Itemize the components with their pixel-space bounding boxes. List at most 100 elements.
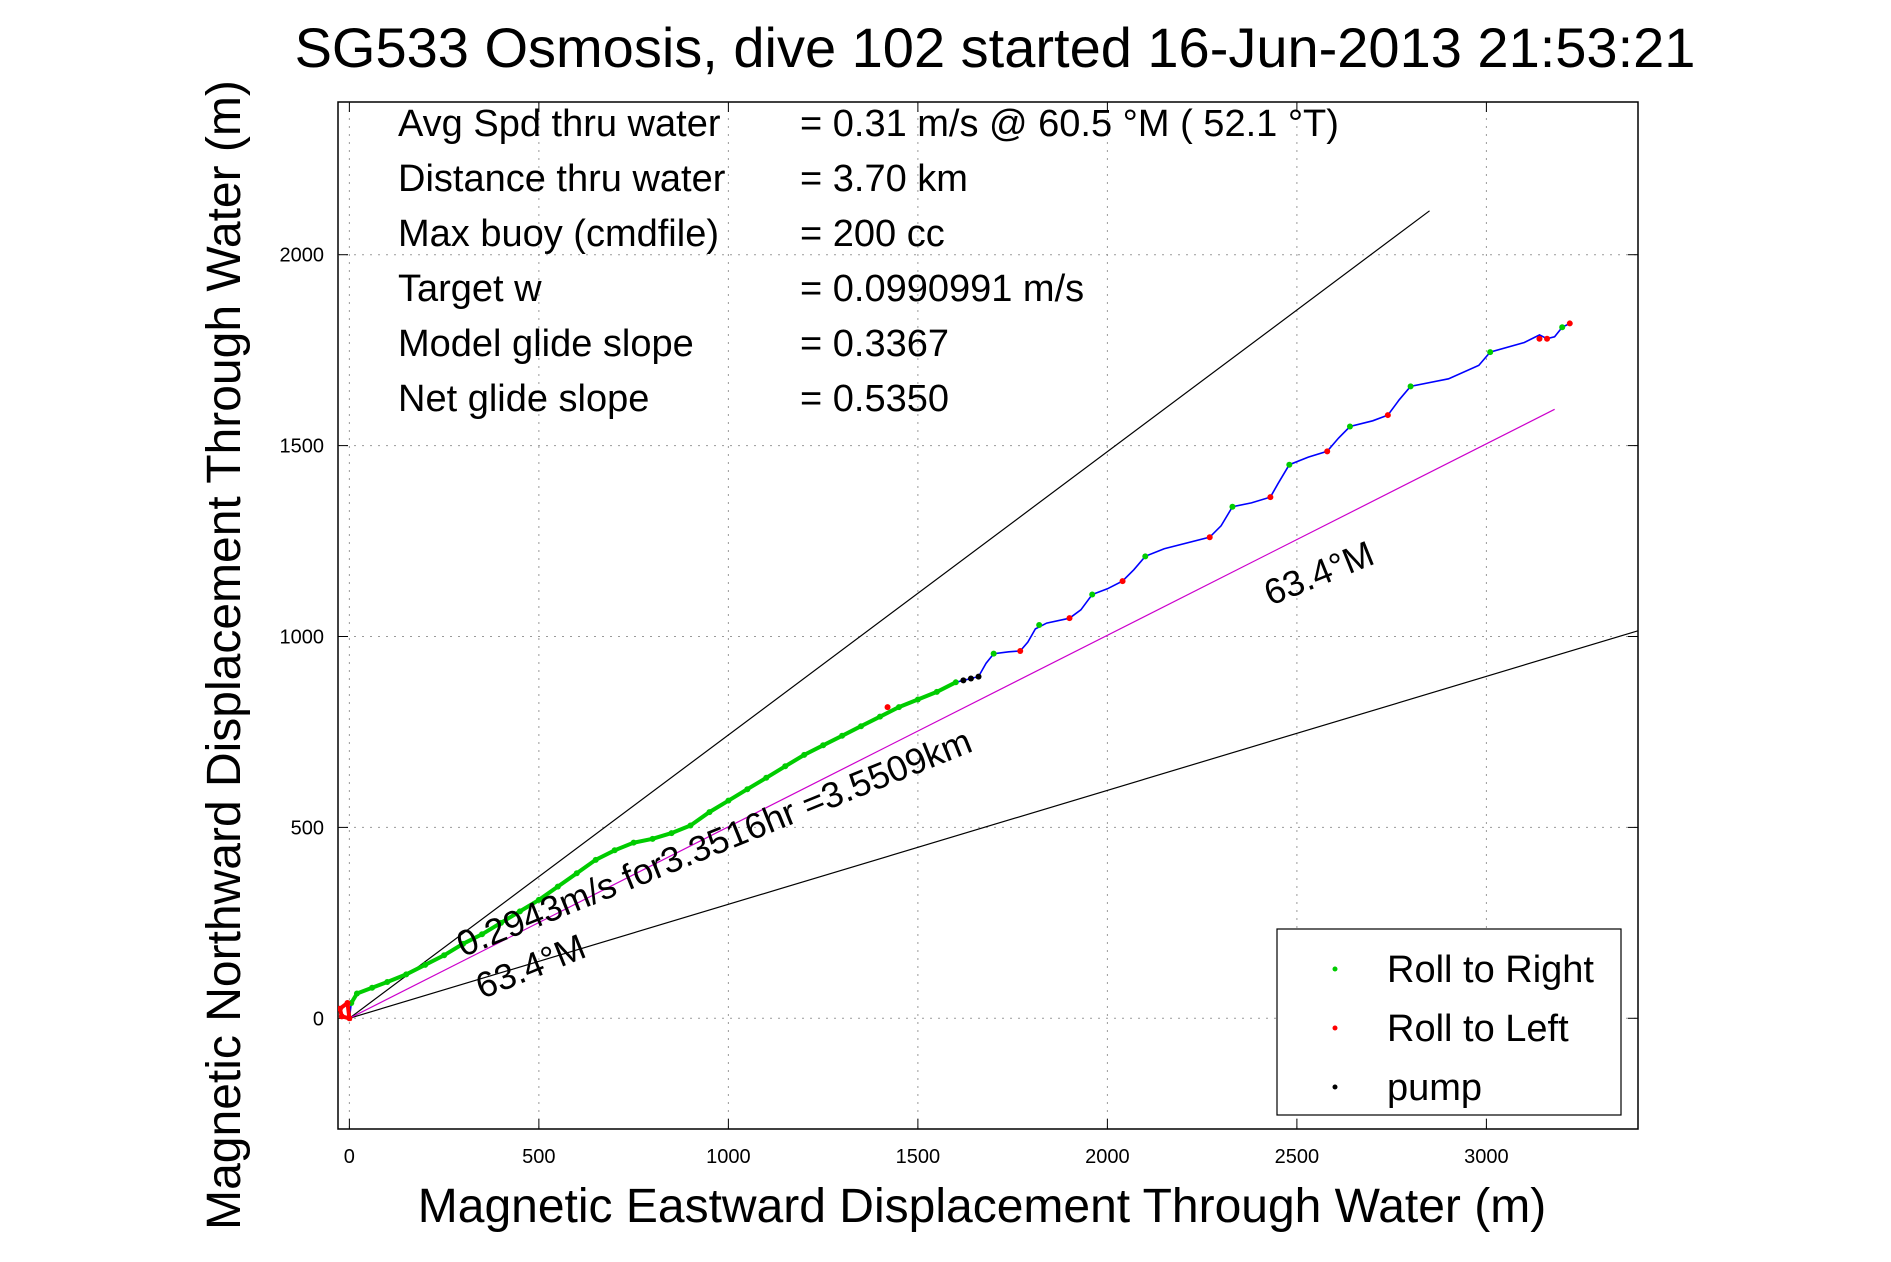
axis-ticks: 0 500 1000 1500 2000 2500 3000 0 500 1000 1500 2000 (280, 102, 1638, 1168)
roll-right-point (952, 679, 959, 686)
info-value: = 3.70 km (800, 158, 968, 200)
pump-point (967, 675, 974, 682)
info-label: Model glide slope (398, 323, 694, 365)
info-value: = 0.0990991 m/s (800, 268, 1084, 310)
info-value: = 0.3367 (800, 323, 949, 365)
roll-right-point (933, 688, 940, 695)
info-label: Distance thru water (398, 158, 726, 200)
info-label: Avg Spd thru water (398, 103, 721, 145)
roll-right-point (668, 830, 675, 837)
roll-right-point (1407, 383, 1414, 390)
roll-right-point (554, 883, 561, 890)
roll-left-point (338, 1005, 343, 1012)
roll-right-point (1142, 553, 1149, 560)
info-label: Max buoy (cmdfile) (398, 213, 719, 255)
roll-right-point (858, 723, 865, 730)
x-tick-label: 1000 (706, 1146, 751, 1168)
roll-right-point (763, 774, 770, 781)
roll-right-point (1346, 423, 1353, 430)
roll-right-point (1559, 324, 1566, 331)
y-tick-label: 1000 (280, 626, 325, 648)
roll-right-point (1089, 591, 1096, 598)
roll-right-point (725, 797, 732, 804)
roll-right-point (820, 742, 827, 749)
roll-right-point (573, 870, 580, 877)
x-tick-label: 2500 (1275, 1146, 1320, 1168)
reference-lines (349, 210, 1638, 1019)
roll-left-point (1066, 615, 1073, 622)
roll-right-point (1286, 461, 1293, 468)
reference-line-lower-bound (349, 630, 1638, 1019)
y-tick-label: 2000 (280, 245, 325, 267)
roll-left-point (1119, 578, 1126, 585)
roll-left-point (1206, 534, 1213, 541)
roll-right-point (895, 704, 902, 711)
y-axis-label: Magnetic Northward Displacement Through … (198, 80, 251, 1230)
roll-right-point (497, 919, 504, 926)
roll-left-point (1267, 494, 1274, 501)
pump-point (975, 673, 982, 680)
roll-right-point (687, 822, 694, 829)
roll-left-point (338, 1013, 345, 1020)
roll-right-point (744, 786, 751, 793)
roll-right-point (384, 979, 391, 986)
x-tick-label: 500 (522, 1146, 555, 1168)
roll-right-point (1229, 503, 1236, 510)
x-tick-label: 0 (344, 1146, 355, 1168)
roll-right-point (479, 931, 486, 938)
roll-right-point (611, 847, 618, 854)
y-tick-label: 0 (313, 1008, 324, 1030)
grid-lines (338, 102, 1638, 1129)
roll-right-point (649, 835, 656, 842)
info-value: = 0.5350 (800, 378, 949, 420)
roll-markers (338, 320, 1573, 1022)
roll-right-point (460, 940, 467, 947)
roll-left-point (1324, 448, 1331, 455)
roll-left-point (1566, 320, 1573, 327)
roll-left-point (1544, 335, 1551, 342)
info-label: Target w (398, 268, 542, 310)
roll-right-point (535, 896, 542, 903)
roll-right-point (839, 732, 846, 739)
y-tick-label: 500 (291, 817, 324, 839)
reference-line-heading (349, 408, 1555, 1019)
roll-right-point (441, 952, 448, 959)
roll-right-run (349, 680, 957, 1005)
roll-right-point (516, 908, 523, 915)
roll-right-point (592, 856, 599, 863)
info-panel: Avg Spd thru water = 0.31 m/s @ 60.5 °M (… (398, 103, 1339, 420)
legend-marker (1332, 1025, 1338, 1031)
legend-label: Roll to Right (1387, 949, 1594, 991)
roll-left-point (1384, 412, 1391, 419)
roll-right-point (801, 751, 808, 758)
pump-point (960, 677, 967, 684)
legend: Roll to Right Roll to Left pump (1276, 928, 1622, 1116)
roll-right-point (706, 809, 713, 816)
roll-right-point (353, 990, 360, 997)
roll-left-point (1017, 648, 1024, 655)
y-tick-label: 1500 (280, 436, 325, 458)
info-value: = 200 cc (800, 213, 945, 255)
legend-marker (1332, 1084, 1338, 1090)
roll-right-point (782, 763, 789, 770)
reference-line-upper-bound (349, 210, 1430, 1019)
x-tick-label: 3000 (1464, 1146, 1509, 1168)
roll-right-point (1487, 349, 1494, 356)
info-value: = 0.31 m/s @ 60.5 °M ( 52.1 °T) (800, 103, 1339, 145)
roll-right-point (403, 971, 410, 978)
roll-left-point (346, 1015, 353, 1022)
x-tick-label: 1500 (896, 1146, 941, 1168)
roll-right-point (369, 984, 376, 991)
legend-label: Roll to Left (1387, 1008, 1569, 1050)
legend-box (1276, 928, 1622, 1116)
roll-right-point (1036, 622, 1043, 629)
roll-left-point (344, 1000, 351, 1007)
chart-title: SG533 Osmosis, dive 102 started 16-Jun-2… (295, 16, 1696, 79)
legend-marker (1332, 966, 1338, 972)
roll-right-point (990, 650, 997, 657)
roll-left-point (884, 704, 891, 711)
legend-label: pump (1387, 1067, 1482, 1109)
x-axis-label: Magnetic Eastward Displacement Through W… (418, 1180, 1546, 1233)
roll-left-point (1536, 335, 1543, 342)
